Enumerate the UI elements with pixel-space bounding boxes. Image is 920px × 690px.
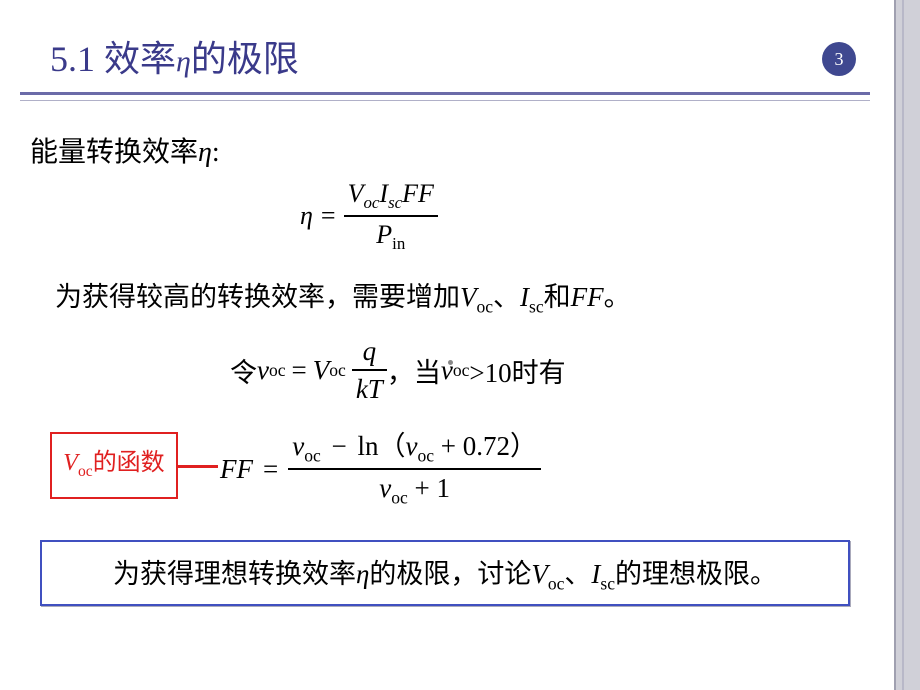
l2-sep1: 、 [493, 282, 520, 312]
eq3-frac: voc − ln（voc + 0.72） voc + 1 [288, 430, 541, 508]
eq2-frac-bar [352, 369, 387, 371]
eq3-lparen: （ [379, 431, 406, 461]
l2-I-sub: sc [529, 296, 544, 316]
center-dot-icon [448, 360, 453, 365]
eq2-gt10: >10时有 [469, 351, 565, 390]
redbox-text: 的函数 [93, 450, 165, 476]
l2-V-sub: oc [477, 296, 494, 316]
sentence-increase: 为获得较高的转换效率，需要增加Voc、Isc和FF。 [55, 275, 631, 317]
bb-b: 的极限，讨论 [369, 559, 531, 589]
title-prefix: 效率 [104, 39, 176, 79]
eq1-eta: η [300, 201, 313, 231]
page-number-badge: 3 [822, 42, 856, 76]
title-eta: η [176, 45, 191, 78]
eq2-V: V [313, 355, 330, 386]
right-decorative-strip [894, 0, 920, 690]
slide: 3 5.1 效率η的极限 能量转换效率η: η = VocIscFF Pin 为… [0, 0, 894, 690]
bb-eta: η [356, 559, 369, 589]
bb-sep: 、 [564, 559, 591, 589]
eq3-den-v: v [379, 473, 391, 503]
eq2-T: T [368, 374, 383, 404]
bb-a: 为获得理想转换效率 [113, 559, 356, 589]
l2-V: V [460, 282, 477, 312]
equation-ff: FF = voc − ln（voc + 0.72） voc + 1 [220, 430, 541, 508]
equation-eta: η = VocIscFF Pin [300, 178, 438, 254]
eq1-I-sub: sc [388, 193, 402, 212]
eq3-v1-sub: oc [304, 445, 321, 465]
eq1-V: V [348, 179, 364, 208]
bb-V: V [531, 559, 548, 589]
eq3-v2-sub: oc [418, 445, 435, 465]
eq1-numerator: VocIscFF [344, 178, 438, 213]
eq2-V-sub: oc [329, 360, 346, 381]
bb-V-sub: oc [548, 573, 565, 593]
eq1-I: I [379, 179, 388, 208]
red-connector-line [178, 465, 218, 468]
conclusion-box: 为获得理想转换效率η的极限，讨论Voc、Isc的理想极限。 [40, 540, 850, 606]
eq2-v2-sub: oc [453, 360, 470, 381]
eq2-frac-num: q [359, 335, 381, 367]
eq3-den-v-sub: oc [391, 487, 408, 507]
eq1-V-sub: oc [363, 193, 379, 212]
eq1-P: P [376, 220, 392, 249]
eq2-frac-den: kT [352, 373, 387, 405]
eq1-P-sub: in [392, 234, 405, 253]
eq1-bar [344, 215, 438, 217]
eq3-v2: v [406, 431, 418, 461]
eq2-v: v [257, 355, 269, 386]
red-annotation-box: Voc的函数 [50, 432, 178, 499]
intro-colon: : [212, 137, 220, 168]
eq1-equals: = [321, 201, 336, 231]
eq1-denominator: Pin [372, 219, 409, 254]
eq2-eq: = [292, 355, 307, 386]
intro-line: 能量转换效率η: [30, 130, 220, 170]
l2-and: 和 [544, 282, 571, 312]
l2-FF: FF [571, 282, 604, 312]
eq3-rparen: ） [510, 431, 537, 461]
eq2-frac: q kT [352, 335, 387, 405]
eq3-den: voc + 1 [375, 472, 454, 508]
l2-I: I [520, 282, 529, 312]
l2-end: 。 [604, 282, 631, 312]
redbox-V-sub: oc [78, 463, 93, 480]
eq2-comma: ， [387, 351, 414, 390]
eq3-FF: FF [220, 454, 253, 485]
redbox-V: V [63, 450, 78, 476]
page-number: 3 [835, 49, 844, 70]
eq2-ling: 令 [230, 351, 257, 390]
bb-c: 的理想极限。 [615, 559, 777, 589]
eq3-den-plus1: + 1 [415, 473, 450, 503]
eq3-v1: v [292, 431, 304, 461]
title-rule-thin [20, 100, 870, 101]
eq1-fraction: VocIscFF Pin [344, 178, 438, 254]
eq3-minus: − [332, 431, 347, 461]
section-title: 5.1 效率η的极限 [50, 30, 299, 82]
eq3-bar [288, 468, 541, 470]
redbox-content: Voc的函数 [63, 449, 164, 482]
bb-I-sub: sc [600, 573, 615, 593]
eq3-eq: = [263, 454, 278, 485]
intro-eta: η [198, 137, 212, 168]
eq3-ln: ln [358, 431, 379, 461]
title-rule-thick [20, 92, 870, 95]
equation-voc-def: 令 voc = Voc q kT ， 当 voc >10时有 [230, 335, 566, 405]
l2-a: 为获得较高的转换效率，需要增加 [55, 282, 460, 312]
section-number: 5.1 [50, 39, 95, 79]
intro-text: 能量转换效率 [30, 137, 198, 168]
eq1-FF: FF [402, 179, 434, 208]
eq2-v-sub: oc [269, 360, 286, 381]
eq2-k: k [356, 374, 368, 404]
eq3-plus072: + 0.72 [441, 431, 510, 461]
eq3-num: voc − ln（voc + 0.72） [288, 430, 541, 466]
eq2-dang: 当 [414, 351, 441, 390]
title-suffix: 的极限 [191, 39, 299, 79]
